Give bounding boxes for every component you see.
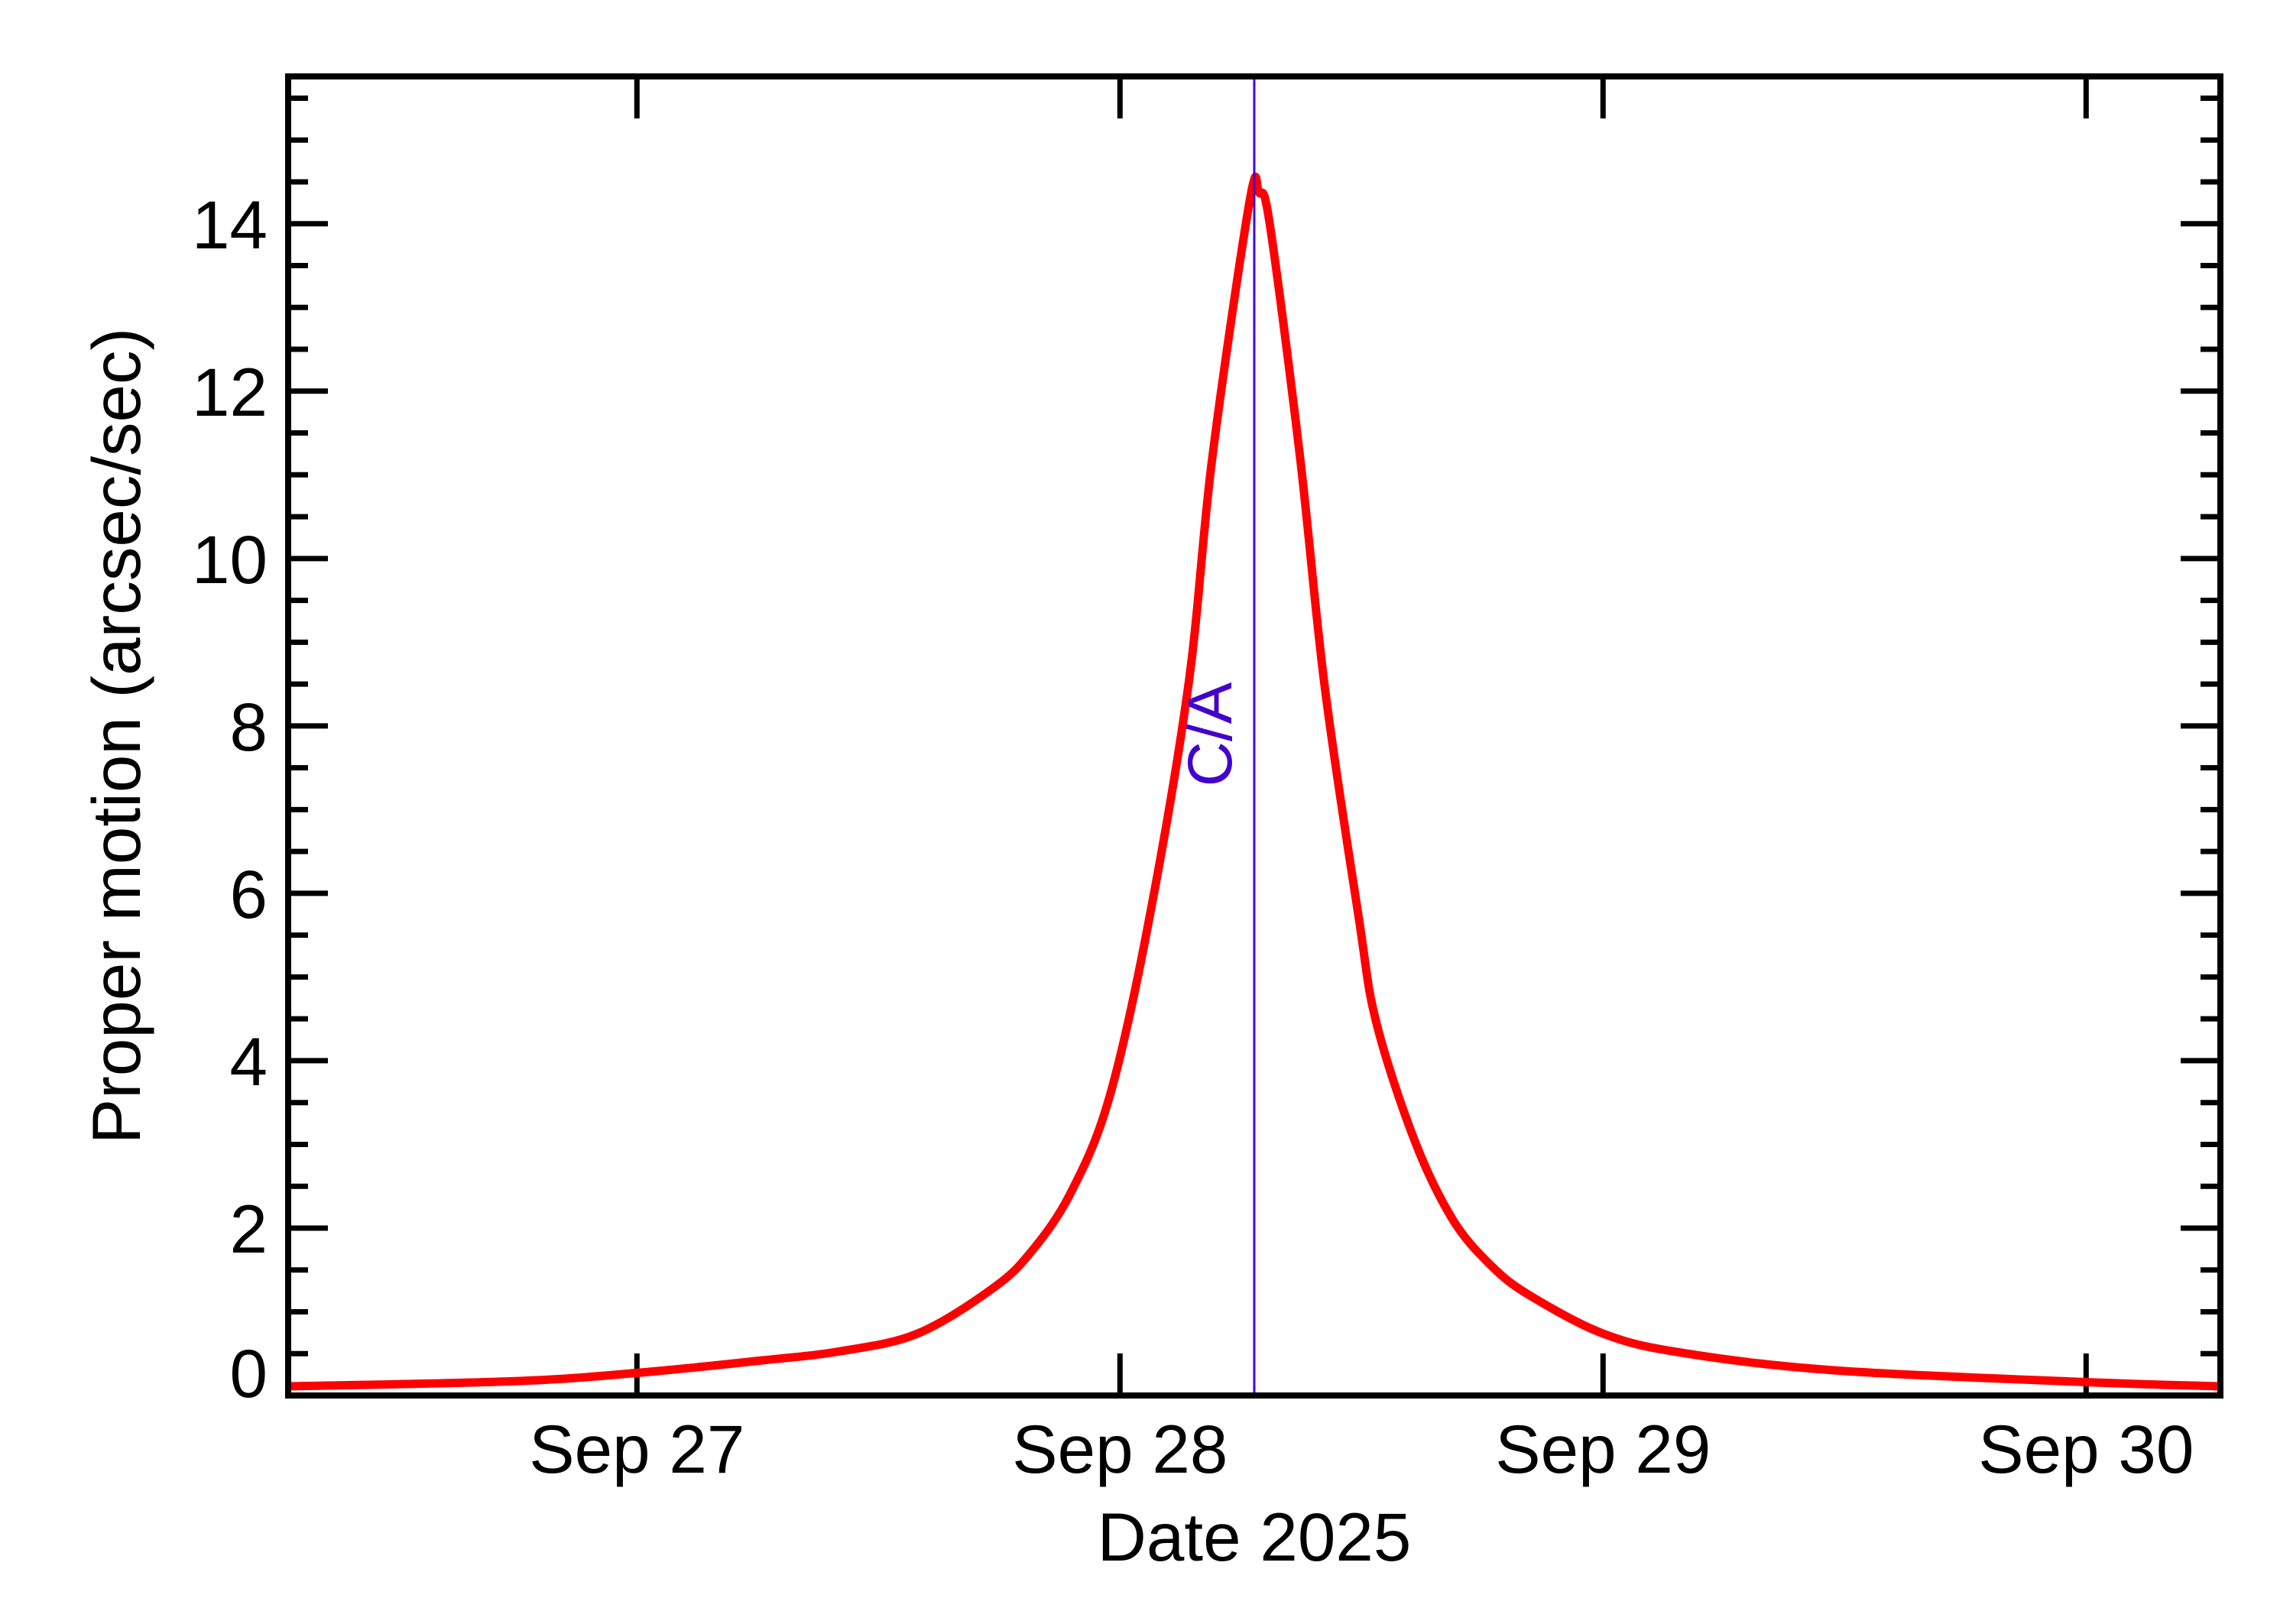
y-tick-label: 8 bbox=[230, 689, 268, 765]
axis-ticks bbox=[288, 76, 2220, 1395]
plot-frame bbox=[285, 73, 2223, 1399]
x-tick-label: Sep 28 bbox=[1012, 1411, 1228, 1487]
plot-area: C/A bbox=[285, 73, 2223, 1399]
proper-motion-curve bbox=[287, 172, 2221, 1391]
y-tick-label: 14 bbox=[192, 186, 268, 263]
y-axis-title: Proper motion (arcsec/sec) bbox=[78, 328, 154, 1144]
closest-approach-annotation: C/A bbox=[1176, 76, 1256, 1395]
closest-approach-label: C/A bbox=[1176, 682, 1245, 786]
y-tick-label: 10 bbox=[192, 521, 268, 598]
x-axis-title: Date 2025 bbox=[1098, 1499, 1412, 1575]
x-tick-label: Sep 29 bbox=[1495, 1411, 1711, 1487]
y-tick-label: 0 bbox=[230, 1335, 268, 1412]
x-tick-label: Sep 30 bbox=[1978, 1411, 2194, 1487]
x-tick-label: Sep 27 bbox=[529, 1411, 744, 1487]
y-tick-label: 4 bbox=[230, 1023, 268, 1100]
data-series bbox=[287, 172, 2221, 1391]
y-tick-label: 12 bbox=[192, 354, 268, 430]
y-axis-tick-labels: 0 2 4 6 8 10 12 14 bbox=[192, 186, 268, 1412]
y-tick-label: 6 bbox=[230, 856, 268, 932]
y-tick-label: 2 bbox=[230, 1191, 268, 1267]
x-axis-tick-labels: Sep 27 Sep 28 Sep 29 Sep 30 bbox=[529, 1411, 2194, 1487]
